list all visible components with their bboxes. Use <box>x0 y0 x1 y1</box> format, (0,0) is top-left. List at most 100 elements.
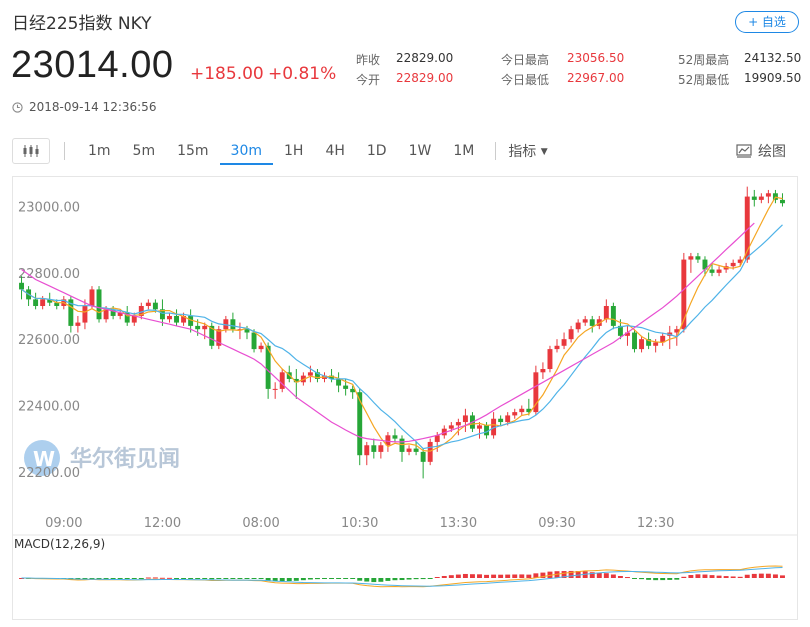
x-tick-label: 13:30 <box>440 516 477 531</box>
macd-bar <box>181 578 187 579</box>
candle-body <box>765 193 771 197</box>
macd-bar <box>272 578 278 582</box>
timestamp: 2018-09-14 12:36:56 <box>29 100 157 114</box>
candle-body <box>526 408 532 413</box>
macd-bar <box>174 578 179 579</box>
timeframe-tab-1m[interactable]: 1m <box>88 143 111 159</box>
macd-bar <box>399 578 405 581</box>
prev-close-label: 昨收 <box>356 53 381 67</box>
y-tick-label: 22200.00 <box>18 466 80 481</box>
macd-bar <box>96 578 102 579</box>
candle-body <box>448 425 454 429</box>
w52-high-label: 52周最高 <box>678 53 730 67</box>
candle-body <box>568 329 574 340</box>
macd-bar <box>758 573 764 578</box>
macd-bar <box>202 578 208 579</box>
macd-bar <box>329 578 335 579</box>
clock-icon <box>12 101 23 113</box>
timeframe-tab-15m[interactable]: 15m <box>177 143 209 159</box>
candle-body <box>688 256 694 260</box>
indicator-dropdown[interactable]: 指标 ▼ <box>508 141 547 161</box>
timeframe-tab-1m[interactable]: 1M <box>453 143 475 159</box>
timeframe-tabs: 1m 5m 15m 30m 1H 4H 1D 1W 1M <box>77 137 485 165</box>
macd-bar <box>392 578 398 581</box>
macd-bar <box>674 578 680 580</box>
indicator-label: 指标 <box>508 144 537 160</box>
candle-body <box>40 299 46 306</box>
timeframe-tab-1w[interactable]: 1W <box>408 143 432 159</box>
macd-bar <box>434 576 440 578</box>
open-value: 22829.00 <box>396 71 454 85</box>
macd-bar <box>89 578 95 579</box>
timeframe-tab-1h[interactable]: 1H <box>284 143 304 159</box>
macd-bar <box>639 578 645 580</box>
candle-body <box>582 319 588 323</box>
candle-body <box>603 306 609 320</box>
candle-body <box>547 349 553 369</box>
watermark-text: 华尔街见闻 <box>70 446 180 472</box>
w52-low-value: 19909.50 <box>744 71 802 85</box>
chart-type-button[interactable] <box>12 138 50 164</box>
macd-bar <box>216 578 222 579</box>
macd-bar <box>660 578 666 581</box>
x-tick-label: 12:00 <box>144 516 181 531</box>
macd-bar <box>625 577 630 579</box>
candle-body <box>293 378 299 383</box>
macd-bar <box>653 578 659 581</box>
macd-bar <box>244 578 250 579</box>
candle-body <box>237 329 243 331</box>
candle-body <box>716 269 722 273</box>
candle-body <box>131 315 137 323</box>
timeframe-tab-5m[interactable]: 5m <box>132 143 156 159</box>
timeframe-tab-30m[interactable]: 30m <box>219 137 273 165</box>
candle-body <box>702 259 708 270</box>
price-change-abs: +185.00 <box>190 64 264 84</box>
macd-bar <box>575 571 581 578</box>
candle-body <box>709 269 715 273</box>
x-tick-label: 10:30 <box>341 516 378 531</box>
timestamp-row: 2018-09-14 12:36:56 <box>12 100 156 114</box>
macd-bar <box>617 576 623 578</box>
macd-bar <box>730 576 736 578</box>
macd-bar <box>343 578 349 579</box>
add-to-watchlist-button[interactable]: + 自选 <box>735 11 799 33</box>
candle-body <box>110 309 116 316</box>
macd-bar <box>737 576 743 578</box>
draw-label: 绘图 <box>758 144 786 160</box>
ma20-line <box>21 222 755 443</box>
candle-body <box>512 412 518 416</box>
candle-body <box>279 372 285 389</box>
candle-body <box>589 319 595 326</box>
candle-body <box>406 448 412 452</box>
macd-bar <box>300 578 306 581</box>
timeframe-tab-1d[interactable]: 1D <box>366 143 387 159</box>
candle-body <box>300 375 306 383</box>
candle-body <box>660 335 666 343</box>
macd-bar <box>230 578 236 579</box>
macd-bar <box>596 572 602 578</box>
macd-dea-line <box>21 567 783 587</box>
candle-body <box>195 325 201 330</box>
macd-bar <box>82 578 88 580</box>
candle-body <box>625 332 630 336</box>
macd-bar <box>152 577 158 579</box>
candle-body <box>420 451 426 462</box>
macd-bar <box>293 578 299 581</box>
candle-body <box>695 256 701 260</box>
instrument-title: 日经225指数 NKY <box>12 14 152 34</box>
candle-body <box>617 325 623 336</box>
day-low-label: 今日最低 <box>501 73 550 87</box>
timeframe-tab-4h[interactable]: 4H <box>325 143 345 159</box>
candle-body <box>357 392 363 456</box>
x-tick-label: 08:00 <box>242 516 279 531</box>
candle-body <box>230 319 236 330</box>
macd-bar <box>286 578 292 582</box>
macd-bar <box>110 578 116 579</box>
candle-body <box>244 329 250 333</box>
candle-body <box>258 345 264 350</box>
candle-body <box>674 329 680 333</box>
y-tick-label: 22600.00 <box>18 333 80 348</box>
candle-body <box>484 425 490 436</box>
draw-button[interactable]: 绘图 <box>736 141 798 161</box>
